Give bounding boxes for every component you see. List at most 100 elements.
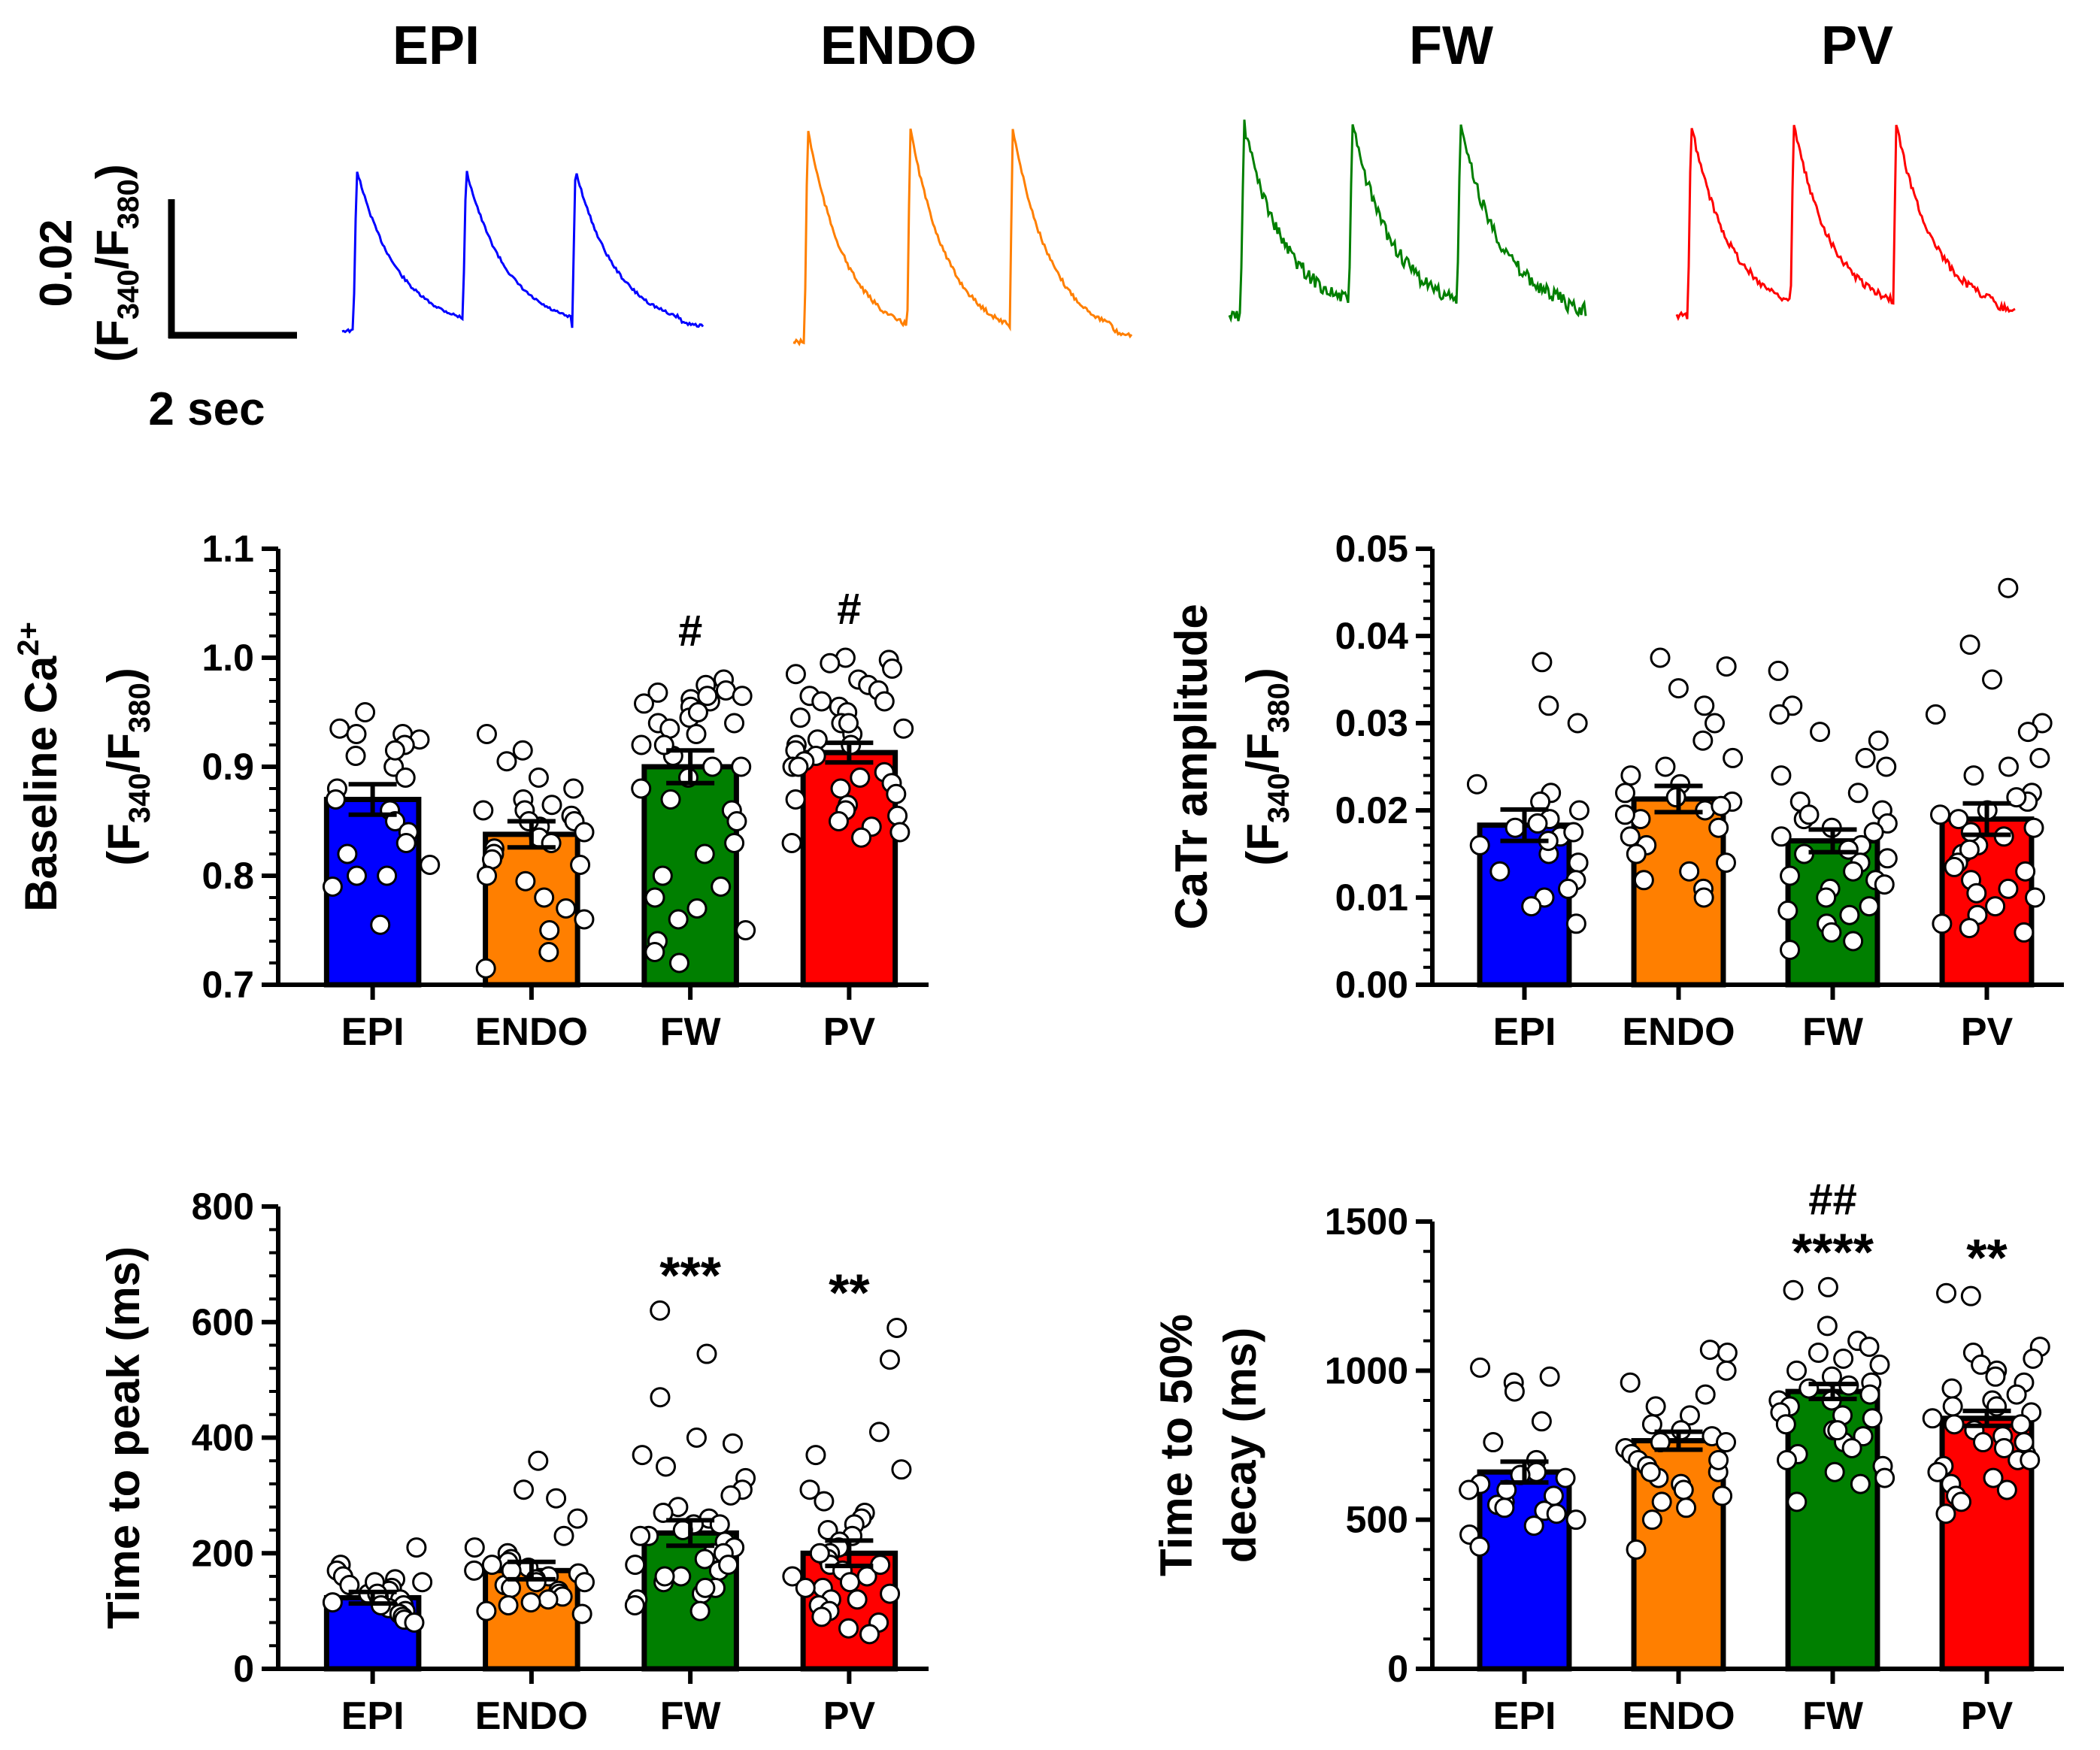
data-point-epi (395, 833, 417, 853)
data-point-pv (1951, 1491, 1972, 1512)
x-tick-label-endo: ENDO (1622, 1694, 1735, 1738)
data-point-pv (2006, 1384, 2027, 1405)
data-point-epi (1567, 713, 1588, 734)
data-point-endo (481, 1555, 502, 1576)
data-point-pv (1972, 1432, 1993, 1453)
y-tick-label: 0.8 (202, 855, 254, 897)
x-tick-label-pv: PV (823, 1694, 876, 1738)
data-point-fw (668, 909, 689, 930)
data-point-endo (1715, 852, 1736, 873)
data-point-pv (1959, 918, 1980, 939)
data-point-fw (722, 1433, 743, 1454)
data-point-pv (874, 691, 895, 712)
data-point-epi (325, 789, 346, 810)
data-point-endo (574, 909, 595, 930)
data-point-endo (528, 768, 549, 788)
data-point-fw (1810, 722, 1831, 743)
data-point-endo (1708, 817, 1729, 838)
significance-annotation: **** (1792, 1222, 1874, 1281)
data-point-pv (820, 652, 841, 674)
data-point-endo (1620, 765, 1641, 786)
data-point-epi (1568, 852, 1589, 873)
data-point-endo (1711, 795, 1732, 816)
data-point-endo (1665, 787, 1686, 808)
data-point-endo (1695, 1384, 1716, 1405)
data-point-fw (732, 686, 753, 707)
data-point-pv (882, 659, 903, 679)
data-point-pv (782, 1566, 803, 1587)
trace-title-epi: EPI (392, 16, 480, 76)
data-point-fw (1768, 660, 1789, 681)
x-tick-label-fw: FW (660, 1694, 722, 1738)
data-point-fw (686, 1428, 707, 1448)
data-point-endo (1699, 1340, 1720, 1361)
data-point-endo (1633, 870, 1654, 891)
data-point-fw (1859, 1384, 1880, 1405)
data-point-pv (1941, 1378, 1962, 1399)
data-point-epi (1531, 1411, 1552, 1432)
y-tick-label: 0.01 (1335, 877, 1408, 919)
data-point-fw (653, 1502, 674, 1523)
data-point-pv (2015, 861, 2036, 882)
data-point-endo (563, 778, 584, 799)
trace-title-pv: PV (1821, 16, 1893, 76)
data-point-pv (788, 756, 809, 777)
data-point-fw (634, 693, 655, 714)
data-point-endo (1651, 1491, 1672, 1512)
y-tick-label: 0.02 (1335, 789, 1408, 831)
data-point-endo (498, 1594, 519, 1615)
data-point-epi (1558, 878, 1579, 899)
data-point-pv (1996, 1479, 2017, 1500)
data-point-epi (1538, 695, 1559, 716)
data-point-pv (847, 1589, 868, 1610)
x-tick-label-pv: PV (1961, 1694, 2014, 1738)
significance-annotation: # (678, 607, 702, 655)
trace-fw (1228, 120, 1587, 323)
data-point-epi (1527, 813, 1548, 834)
data-point-epi (1489, 861, 1511, 882)
significance-annotation: ** (1966, 1228, 2008, 1287)
data-point-epi (370, 914, 391, 935)
data-point-pv (1959, 839, 1980, 860)
y-axis-label: Time to 50% (1151, 1314, 1202, 1576)
data-point-fw (1847, 783, 1868, 804)
data-point-pv (838, 1618, 859, 1639)
data-point-fw (1833, 1348, 1854, 1369)
data-point-endo (539, 920, 560, 940)
data-point-endo (1676, 1497, 1697, 1518)
data-point-pv (811, 1606, 832, 1627)
data-point-pv (1935, 1503, 1956, 1524)
data-point-fw (644, 887, 665, 908)
data-point-endo (514, 1479, 535, 1500)
data-point-endo (1679, 861, 1700, 882)
data-point-pv (1944, 856, 1965, 877)
data-point-pv (859, 1624, 880, 1645)
data-point-pv (1963, 765, 1984, 786)
x-tick-label-endo: ENDO (475, 1010, 588, 1054)
data-point-epi (1470, 1357, 1491, 1378)
data-point-endo (538, 942, 559, 962)
data-point-fw (1841, 1437, 1862, 1458)
data-point-pv (889, 822, 911, 843)
chart-catr-amplitude: 0.00 0.01 0.02 0.03 0.04 0.05 CaTr amplitude (F… (1166, 528, 2064, 1054)
data-point-epi (412, 1572, 433, 1593)
data-point-pv (1925, 704, 1946, 725)
data-point-fw (1868, 730, 1889, 751)
trace-title-endo: ENDO (820, 16, 977, 76)
data-point-endo (1668, 678, 1689, 699)
data-point-endo (1693, 887, 1714, 908)
data-point-endo (1716, 1432, 1737, 1453)
data-point-endo (1626, 843, 1647, 864)
data-point-pv (886, 783, 907, 804)
data-point-pv (1998, 577, 2019, 598)
data-point-endo (1694, 695, 1715, 716)
x-tick-label-fw: FW (1802, 1010, 1864, 1054)
data-point-fw (686, 724, 707, 744)
data-point-epi (1539, 1366, 1560, 1387)
data-point-epi (404, 1612, 425, 1633)
data-point-fw (652, 865, 673, 886)
significance-annotation: ## (1808, 1175, 1857, 1224)
data-point-fw (654, 1566, 675, 1587)
data-point-pv (870, 1555, 891, 1576)
y-tick-label: 1.0 (202, 637, 254, 679)
